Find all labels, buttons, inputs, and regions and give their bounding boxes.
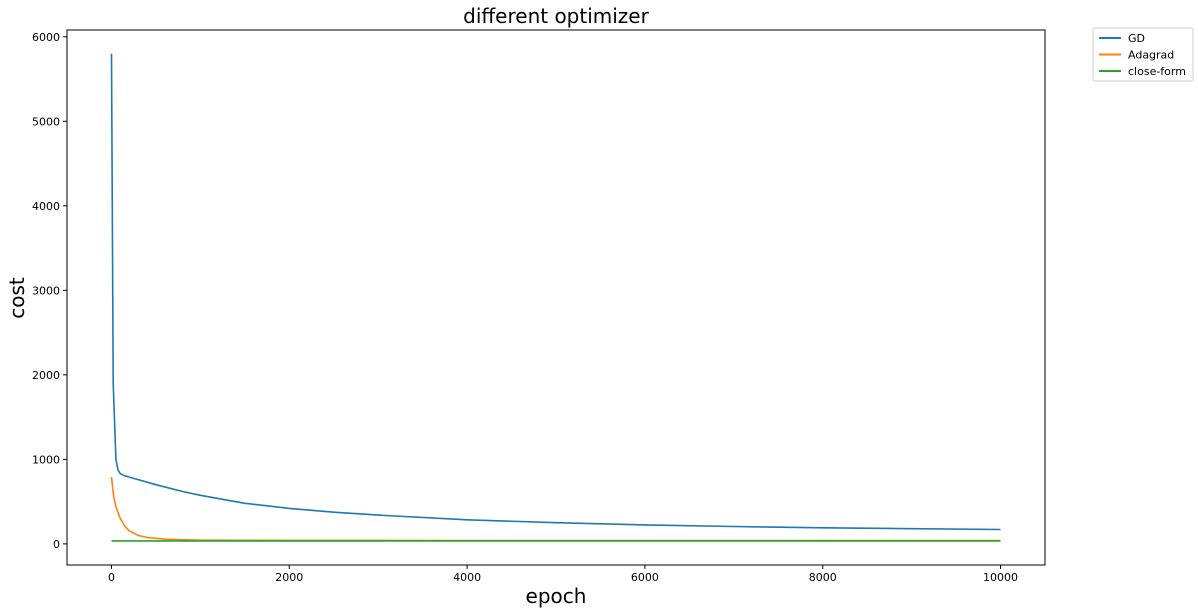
series-line-gd: [110, 53, 1001, 531]
y-tick-label: 6000: [32, 31, 60, 44]
x-axis: 0 2000 4000 6000 8000 10000: [108, 565, 1018, 584]
legend: GD Adagrad close-form: [1092, 27, 1194, 82]
legend-label: Adagrad: [1128, 49, 1174, 62]
y-tick-label: 1000: [32, 453, 60, 466]
x-tick-label: 2000: [275, 571, 303, 584]
legend-label: close-form: [1128, 65, 1186, 78]
y-tick-label: 0: [53, 538, 60, 551]
legend-items: GD Adagrad close-form: [1099, 32, 1186, 78]
chart-title: different optimizer: [463, 4, 649, 28]
y-tick-label: 5000: [32, 115, 60, 128]
legend-box: [1092, 27, 1194, 82]
plot-frame: [66, 29, 1046, 566]
x-tick-label: 0: [108, 571, 115, 584]
y-tick-label: 2000: [32, 369, 60, 382]
y-axis: 0 1000 2000 3000 4000 5000 6000: [32, 31, 67, 551]
x-tick-label: 8000: [809, 571, 837, 584]
legend-label: GD: [1128, 32, 1145, 45]
y-axis-label: cost: [5, 277, 29, 319]
x-axis-label: epoch: [526, 584, 587, 608]
x-tick-label: 6000: [631, 571, 659, 584]
y-tick-label: 4000: [32, 200, 60, 213]
series-line-adagrad: [110, 477, 1001, 542]
plot-lines: [110, 53, 1001, 542]
x-tick-label: 10000: [983, 571, 1018, 584]
y-tick-label: 3000: [32, 284, 60, 297]
x-tick-label: 4000: [453, 571, 481, 584]
